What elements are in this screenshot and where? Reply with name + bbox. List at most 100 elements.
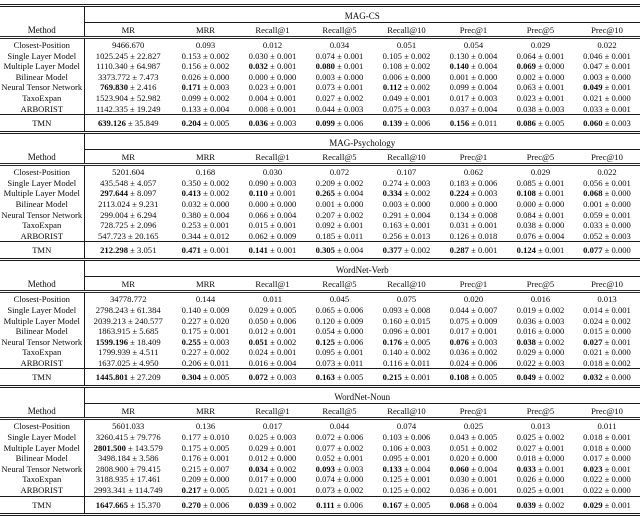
value-cell: 0.024 ± 0.001 [248,347,297,358]
metric-header: Recall@10 [373,22,440,39]
mean-value: 0.060 [583,118,603,129]
table-row: Neural Tensor Network 769.830 ± 2.416 0.17… [0,82,640,93]
table-row: Bilinear Model 1863.915 ± 5.685 0.175 ± 0.… [0,326,640,337]
mean-value: 0.017 [449,326,469,337]
value-cell: 297.644 ± 8.097 [100,188,157,199]
header-row-dataset: Method MAG-Psychology [0,134,640,167]
mean-value: 0.062 [463,167,484,178]
value-cell: 1523.904 ± 52.982 [95,92,161,103]
mean-value: 2801.500 [93,442,126,453]
tmn-row: TMN 212.298 ± 3.051 0.471 ± 0.001 0.141 ± 0… [0,241,640,259]
value-cell: 0.003 ± 0.000 [583,71,631,82]
method-cell: TaxoExpan [0,347,85,358]
mean-value: 0.021 [583,92,603,103]
value-cell: 0.020 ± 0.000 [449,453,498,464]
metric-header: Recall@1 [239,403,306,421]
mean-value: 2798.243 [95,304,129,315]
metric-header: Recall@10 [373,276,440,294]
value-cell: 9466.670 [84,38,172,51]
mean-value: 0.029 [530,40,551,50]
value-cell: 0.350 ± 0.002 [181,177,230,188]
value-cell: 0.052 ± 0.003 [583,230,631,241]
value-cell: 0.021 ± 0.000 [583,92,631,103]
mean-value: 0.043 [449,432,469,443]
mean-value: 0.000 [248,71,268,82]
method-cell: TaxoExpan [0,220,85,231]
mean-value: 0.047 [583,61,603,72]
value-cell: 0.156 ± 0.002 [181,61,230,72]
value-cell: 0.125 ± 0.002 [382,485,431,496]
mean-value: 0.092 [315,220,335,231]
value-cell: 1863.915 ± 5.685 [97,326,159,337]
value-cell: 0.076 ± 0.003 [449,336,498,347]
mean-value: 0.030 [449,474,469,485]
value-cell: 0.099 ± 0.006 [306,114,373,132]
value-cell: 0.291 ± 0.004 [382,209,431,220]
mean-value: 0.093 [195,40,216,50]
table-row: Closest-Position 9466.670 0.093 0.012 0.034 0… [0,37,640,51]
value-cell: 0.008 ± 0.001 [248,103,297,114]
mean-value: 0.030 [262,167,283,178]
mean-value: 0.015 [583,326,603,337]
value-cell: 0.001 ± 0.000 [583,198,631,209]
mean-value: 9466.670 [112,40,145,50]
method-column-header: Method [0,388,85,421]
value-cell: 728.725 ± 2.096 [100,220,157,231]
value-cell: 0.072 [306,165,373,178]
mean-value: 0.126 [449,230,469,241]
results-table-mag-psychology: Method MAG-Psychology MR MRR Recall@1 Recall@… [0,134,640,259]
mean-value: 0.038 [516,220,536,231]
value-cell: 0.253 ± 0.001 [181,220,230,231]
value-cell: 1637.025 ± 4.950 [97,357,159,368]
tmn-row: TMN 1647.665 ± 15.370 0.270 ± 0.006 0.039 ±… [0,495,640,513]
metric-header: Recall@10 [373,403,440,421]
value-cell: 0.093 ± 0.008 [382,304,431,315]
table-row: Single Layer Model 435.548 ± 4.057 0.350 ±… [0,177,640,189]
mean-value: 0.086 [516,118,536,129]
mean-value: 0.291 [382,209,402,220]
value-cell: 0.025 ± 0.003 [248,432,297,443]
mean-value: 0.090 [248,177,268,188]
method-cell: Multiple Layer Model [0,61,85,72]
mean-value: 0.116 [382,357,402,368]
mean-value: 0.014 [583,304,603,315]
benchmark-table-container: Method MAG-CS MR MRR Recall@1 Recall@5 Recall@… [0,4,640,516]
mean-value: 0.034 [248,463,268,474]
mean-value: 0.074 [315,474,335,485]
mean-value: 0.068 [583,188,603,199]
metric-header: MR [84,149,172,167]
mean-value: 0.134 [449,209,469,220]
mean-value: 0.068 [449,499,469,510]
mean-value: 1523.904 [95,92,129,103]
mean-value: 0.072 [315,432,335,443]
metric-header: MRR [172,403,239,421]
mean-value: 0.013 [597,294,617,305]
metric-header: Prec@1 [440,403,507,421]
mean-value: 0.039 [248,499,268,510]
value-cell: 0.304 ± 0.005 [172,368,239,386]
mean-value: 1863.915 [97,326,131,337]
value-cell: 0.073 ± 0.011 [315,357,364,368]
header-row-metrics: MR MRR Recall@1 Recall@5 Recall@10 Prec@1 Prec… [0,276,640,294]
mean-value: 0.012 [248,326,268,337]
value-cell: 0.126 ± 0.018 [449,230,498,241]
method-cell: Neural Tensor Network [0,336,85,348]
value-cell: 0.072 ± 0.006 [315,432,364,443]
value-cell: 2993.341 ± 114.749 [93,485,163,496]
mean-value: 0.026 [516,474,536,485]
mean-value: 1637.025 [97,357,131,368]
mean-value: 0.069 [516,61,536,72]
mean-value: 0.017 [262,421,283,432]
value-cell: 1599.196 ± 18.409 [95,336,161,347]
value-cell: 0.044 ± 0.007 [449,304,498,315]
mean-value: 0.207 [315,209,335,220]
mean-value: 0.049 [516,372,536,383]
value-cell: 0.096 ± 0.001 [382,326,431,337]
metric-header: Prec@10 [574,149,640,167]
mean-value: 0.033 [516,463,536,474]
value-cell: 0.153 ± 0.002 [181,50,230,61]
mean-value: 1025.245 [95,50,129,61]
table-row: ARBORIST 1142.335 ± 19.249 0.133 ± 0.004 0.… [0,103,640,115]
value-cell: 0.018 ± 0.002 [583,357,631,368]
value-cell: 0.018 ± 0.000 [516,453,565,464]
